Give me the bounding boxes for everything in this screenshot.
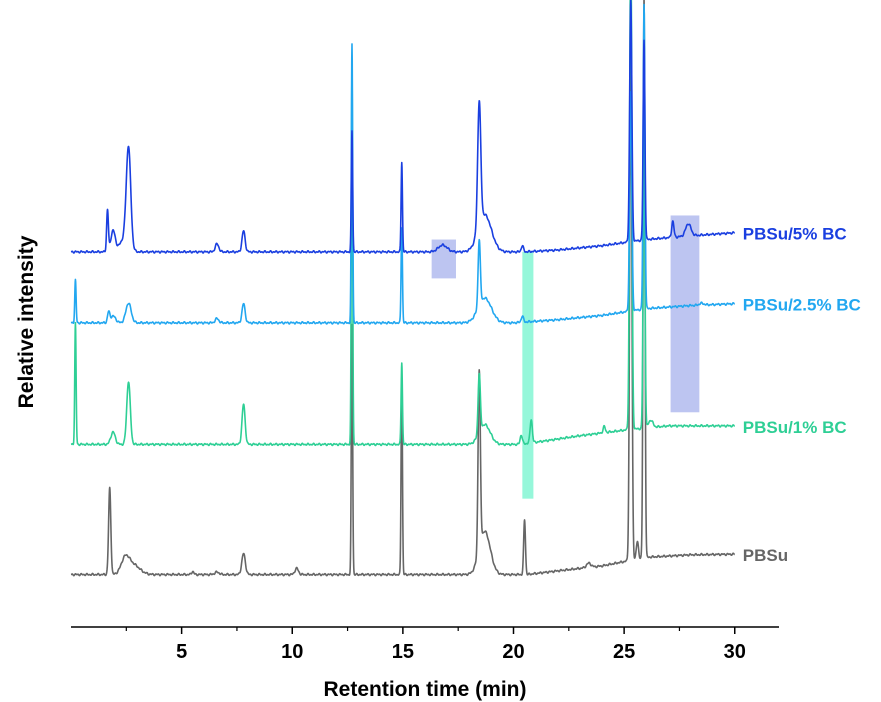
- y-axis-label: Relative intensity: [15, 235, 38, 408]
- x-tick-label: 30: [724, 641, 746, 663]
- highlight-region: [670, 215, 700, 413]
- highlight-region: [522, 251, 534, 499]
- trace-pbsu-1-bc: [70, 0, 736, 447]
- highlight-regions: [431, 215, 700, 499]
- trace-pbsu: [70, 0, 736, 577]
- x-tick-label: 15: [392, 641, 414, 663]
- trace-pbsu-5-bc: [70, 0, 736, 254]
- series-labels: PBSu PBSu/1% BC PBSu/2.5% BC PBSu/5% BC: [743, 225, 861, 565]
- trace-pbsu-2-5-bc: [70, 3, 736, 325]
- x-tick-label: 10: [281, 641, 303, 663]
- series-label-pbsu-1-bc: PBSu/1% BC: [743, 418, 847, 437]
- series-label-pbsu-5-bc: PBSu/5% BC: [743, 225, 847, 244]
- x-axis-label: Retention time (min): [324, 678, 527, 701]
- traces: [70, 0, 736, 577]
- series-label-pbsu-2-5-bc: PBSu/2.5% BC: [743, 296, 861, 315]
- x-tick-label: 5: [176, 641, 187, 663]
- x-tick-label: 25: [613, 641, 635, 663]
- x-ticks: 5 10 15 20 25 30: [125, 627, 746, 663]
- x-tick-label: 20: [502, 641, 524, 663]
- series-label-pbsu: PBSu: [743, 546, 788, 565]
